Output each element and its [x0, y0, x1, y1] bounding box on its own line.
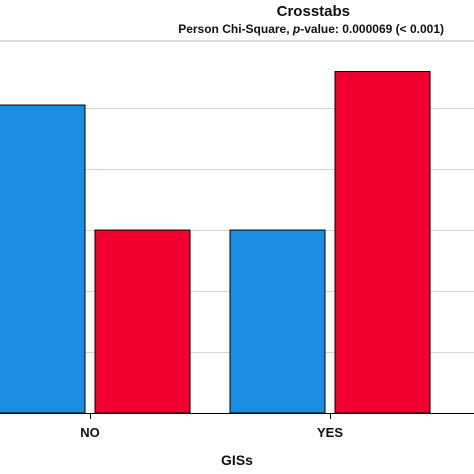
bar-no-series-1	[0, 104, 86, 414]
bar-yes-series-2	[334, 70, 431, 414]
x-tick-label-yes: YES	[317, 425, 343, 440]
subtitle-prefix: Person Chi-Square,	[178, 22, 293, 36]
bar-yes-series-1	[229, 229, 326, 414]
subtitle-suffix: -value: 0.000069 (< 0.001)	[300, 22, 444, 36]
x-tick-label-no: NO	[80, 425, 100, 440]
chart-title: Crosstabs	[276, 3, 350, 20]
chart-subtitle: Person Chi-Square, p-value: 0.000069 (< …	[0, 22, 474, 36]
p-symbol: p	[292, 22, 301, 36]
bar-no-series-2	[94, 229, 191, 414]
x-axis-label: GISs	[221, 452, 253, 468]
